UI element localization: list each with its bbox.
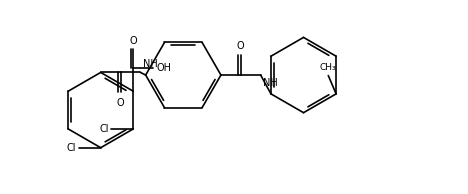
Text: OH: OH (157, 63, 172, 73)
Text: O: O (130, 36, 137, 46)
Text: Cl: Cl (99, 124, 109, 134)
Text: NH: NH (143, 59, 158, 69)
Text: Cl: Cl (66, 143, 76, 153)
Text: O: O (117, 98, 124, 107)
Text: O: O (237, 41, 245, 51)
Text: CH₃: CH₃ (320, 63, 336, 72)
Text: NH: NH (263, 78, 278, 88)
